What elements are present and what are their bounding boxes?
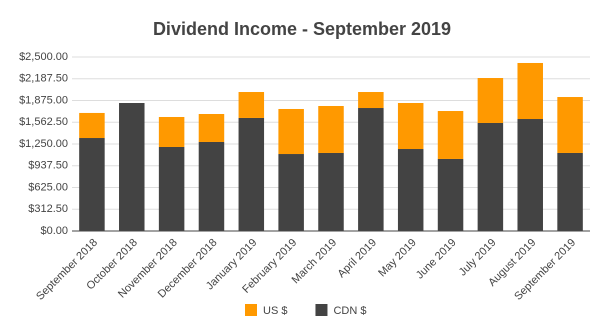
legend-label: CDN $ — [333, 305, 366, 317]
bar-segment — [278, 108, 304, 155]
bar-segment — [238, 92, 265, 118]
bar-segment — [318, 152, 344, 231]
bar-segment — [437, 158, 464, 231]
bar-segment — [437, 111, 464, 159]
bar-segment — [278, 154, 304, 231]
bar-segment — [477, 122, 504, 231]
bar-segment — [557, 97, 583, 153]
y-tick-label: $1,875.00 — [19, 94, 68, 106]
x-tick-label: July 2019 — [457, 237, 499, 279]
y-tick-label: $2,500.00 — [19, 51, 68, 63]
bar-segment — [318, 105, 344, 153]
x-tick-label: June 2019 — [414, 237, 459, 282]
legend-label: US $ — [263, 305, 287, 317]
chart-title: Dividend Income - September 2019 — [153, 19, 451, 39]
bar-segment — [358, 108, 384, 231]
bar-segment — [79, 138, 105, 231]
legend-swatch — [315, 304, 328, 316]
bar-segment — [517, 62, 543, 120]
bar-segment — [397, 103, 424, 150]
y-tick-label: $312.50 — [28, 203, 68, 215]
x-tick-label: April 2019 — [336, 237, 380, 281]
bar-segment — [119, 103, 145, 231]
y-tick-label: $1,250.00 — [19, 138, 68, 150]
y-tick-label: $937.50 — [28, 160, 68, 172]
bar-segment — [79, 112, 105, 139]
x-tick-label: May 2019 — [376, 237, 419, 280]
bar-segment — [517, 119, 543, 231]
y-tick-label: $1,562.50 — [19, 116, 68, 128]
y-tick-label: $2,187.50 — [19, 73, 68, 85]
bar-segment — [238, 117, 265, 231]
bar-segment — [557, 152, 583, 231]
bar-segment — [198, 114, 225, 142]
bar-segment — [158, 116, 185, 147]
y-tick-label: $625.00 — [28, 181, 68, 193]
x-tick-label: September 2018 — [34, 237, 100, 303]
bar-segment — [397, 149, 424, 231]
bar-segment — [158, 146, 185, 231]
bar-segment — [198, 141, 225, 231]
y-tick-label: $0.00 — [40, 225, 68, 237]
bar-segment — [477, 78, 504, 123]
bar-segment — [358, 92, 384, 109]
legend-swatch — [245, 304, 257, 316]
